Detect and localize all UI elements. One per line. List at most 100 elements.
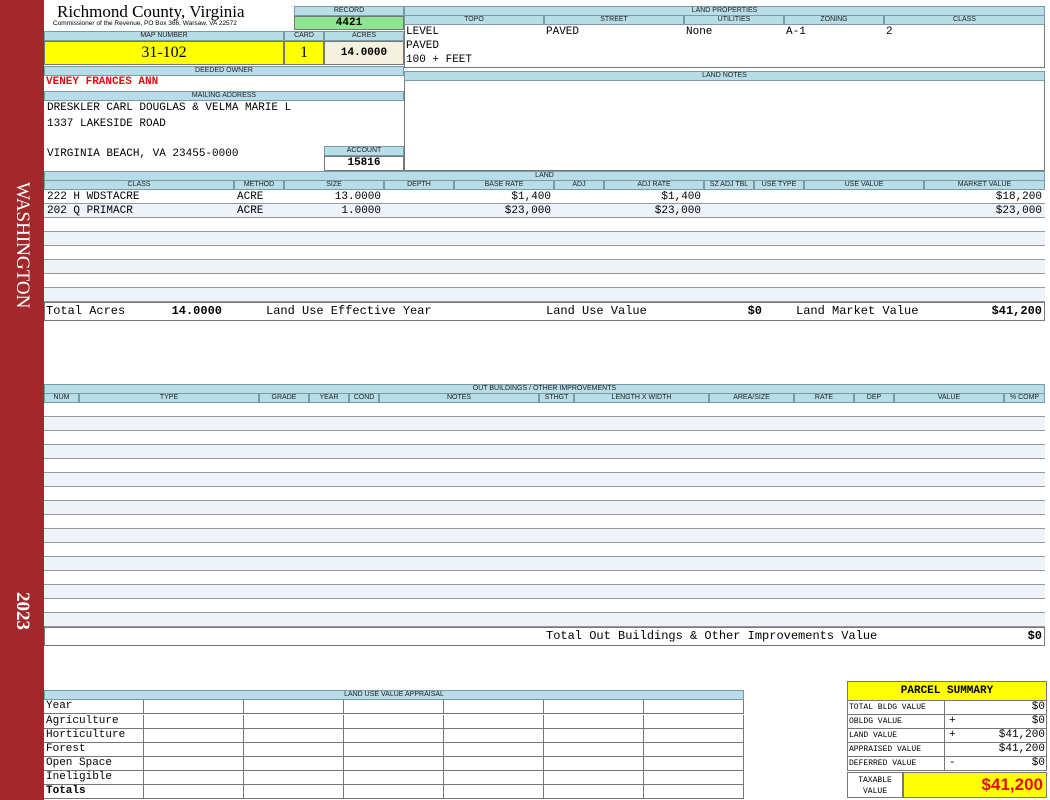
- parcel-value: $0: [1031, 757, 1045, 769]
- land-use-cell: [144, 715, 244, 729]
- land-use-cell: [344, 715, 444, 729]
- land-use-cell: [144, 785, 244, 799]
- land-use-cell: [144, 771, 244, 785]
- owner-label: DEEDED OWNER: [44, 66, 404, 76]
- land-use-cell: [244, 757, 344, 771]
- land-cell: $18,200: [995, 191, 1042, 203]
- land-use-row: [44, 700, 744, 714]
- land-use-cell: [244, 700, 344, 714]
- land-property-header: ZONING: [784, 15, 884, 25]
- outbuilding-row: [44, 599, 1045, 613]
- land-use-label: Totals: [46, 785, 86, 797]
- land-use-label: Forest: [46, 743, 86, 755]
- land-use-title: LAND USE VALUE APPRAISAL: [44, 690, 744, 700]
- land-use-cell: [44, 743, 144, 757]
- land-use-cell: [344, 729, 444, 743]
- taxable-label: TAXABLE VALUE: [847, 772, 903, 798]
- office-address: Commissioner of the Revenue, PO Box 366,…: [53, 20, 237, 27]
- land-use-cell: [644, 715, 744, 729]
- land-property-header: UTILITIES: [684, 15, 784, 25]
- outbuilding-header: STHGT: [539, 393, 574, 403]
- land-row: [44, 260, 1045, 274]
- parcel-row: [847, 757, 1047, 771]
- outbuilding-row: [44, 543, 1045, 557]
- address-line: VIRGINIA BEACH, VA 23455-0000: [47, 148, 239, 160]
- land-total-market-value: $41,200: [991, 304, 1042, 318]
- outbuilding-row: [44, 557, 1045, 571]
- land-row: [44, 232, 1045, 246]
- land-property-value: PAVED: [406, 40, 440, 52]
- land-property-header: TOPO: [404, 15, 544, 25]
- parcel-op: -: [949, 757, 956, 769]
- land-total-total-acres-label: Total Acres: [46, 304, 126, 318]
- outbuilding-row: [44, 529, 1045, 543]
- land-property-header: STREET: [544, 15, 684, 25]
- land-notes-box: [404, 81, 1045, 171]
- land-use-cell: [344, 785, 444, 799]
- land-use-cell: [444, 771, 544, 785]
- mailing-label: MAILING ADDRESS: [44, 91, 404, 101]
- parcel-label: OBLDG VALUE: [849, 715, 945, 729]
- land-cell: $23,000: [504, 205, 551, 217]
- account-label: ACCOUNT: [324, 146, 404, 156]
- parcel-row: [847, 729, 1047, 743]
- land-use-cell: [544, 785, 644, 799]
- land-use-cell: [244, 715, 344, 729]
- land-use-label: Open Space: [46, 757, 113, 769]
- address-line: 1337 LAKESIDE ROAD: [47, 118, 166, 130]
- parcel-value: $0: [1031, 715, 1045, 727]
- address-line: DRESKLER CARL DOUGLAS & VELMA MARIE L: [47, 102, 292, 114]
- outbuilding-row: [44, 417, 1045, 431]
- land-use-cell: [344, 700, 444, 714]
- sidebar: [0, 0, 44, 800]
- outbuilding-header: AREA/SIZE: [709, 393, 794, 403]
- land-property-value: PAVED: [546, 26, 580, 38]
- land-header: DEPTH: [384, 180, 454, 190]
- outbuildings-total-value: $0: [1027, 629, 1042, 643]
- parcel-label: DEFERRED VALUE: [849, 757, 945, 771]
- outbuilding-row: [44, 445, 1045, 459]
- parcel-label: LAND VALUE: [849, 729, 945, 743]
- owner-name: VENEY FRANCES ANN: [46, 76, 159, 88]
- outbuilding-row: [44, 487, 1045, 501]
- acres-label: ACRES: [324, 31, 404, 41]
- land-notes-title: LAND NOTES: [404, 71, 1045, 81]
- land-property-value: None: [686, 26, 713, 38]
- outbuilding-header: DEP: [854, 393, 894, 403]
- land-cell: $1,400: [661, 191, 701, 203]
- land-use-row: [44, 715, 744, 729]
- land-use-row: [44, 729, 744, 743]
- parcel-value: $0: [1031, 701, 1045, 713]
- land-property-header: CLASS: [884, 15, 1045, 25]
- land-use-cell: [44, 771, 144, 785]
- land-header: SIZE: [284, 180, 384, 190]
- land-total-total-acres: 14.0000: [171, 304, 222, 318]
- outbuilding-header: % COMP: [1004, 393, 1045, 403]
- outbuilding-row: [44, 515, 1045, 529]
- outbuilding-header: VALUE: [894, 393, 1004, 403]
- land-header: USE VALUE: [804, 180, 924, 190]
- land-use-row: [44, 757, 744, 771]
- land-use-cell: [44, 757, 144, 771]
- account-value: 15816: [324, 156, 404, 171]
- parcel-value: $41,200: [998, 743, 1045, 755]
- land-header: MARKET VALUE: [924, 180, 1045, 190]
- land-header: USE TYPE: [754, 180, 804, 190]
- land-property-value: 100 + FEET: [406, 54, 473, 66]
- land-total-use-value-label: Land Use Value: [546, 304, 647, 318]
- county: Richmond County, Virginia: [57, 2, 245, 21]
- land-cell: $1,400: [511, 191, 551, 203]
- land-use-cell: [244, 771, 344, 785]
- land-use-cell: [544, 729, 644, 743]
- land-use-cell: [244, 729, 344, 743]
- land-use-cell: [144, 743, 244, 757]
- land-cell: 13.0000: [334, 191, 381, 203]
- parcel-label: APPRAISED VALUE: [849, 743, 945, 757]
- land-header: METHOD: [234, 180, 284, 190]
- parcel-value: $41,200: [998, 729, 1045, 741]
- land-property-value: LEVEL: [406, 26, 440, 38]
- land-use-cell: [444, 700, 544, 714]
- year: 2023: [12, 592, 33, 630]
- land-cell: ACRE: [237, 205, 264, 217]
